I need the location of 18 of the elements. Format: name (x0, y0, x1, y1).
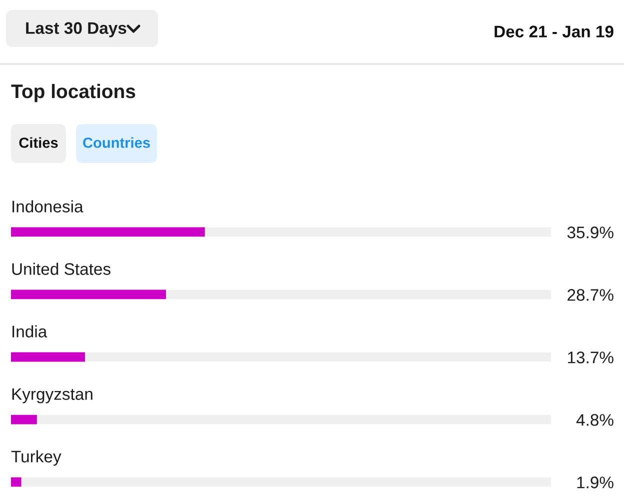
y-tick-label: India (12, 325, 48, 338)
y-tick-label: Indonesia (12, 200, 84, 212)
data-label: 1.9% (577, 476, 614, 488)
bar (11, 477, 22, 487)
text: Cities (19, 137, 58, 148)
text: Countries (83, 137, 150, 148)
data-label: 28.7% (568, 289, 614, 301)
data-label: 13.7% (568, 352, 614, 364)
data-label: 4.8% (576, 414, 614, 426)
y-tick-label: United States (12, 262, 110, 275)
bar (11, 352, 85, 362)
bar (11, 414, 37, 424)
data-label: 35.9% (567, 226, 614, 238)
y-tick-label: Kyrgyzstan (12, 388, 92, 404)
y-tick-label: Turkey (11, 450, 62, 466)
text: Last 30 Days (26, 22, 126, 38)
text: Dec 21 - Jan 19 (494, 26, 614, 38)
chart-title: Top locations (11, 84, 136, 102)
